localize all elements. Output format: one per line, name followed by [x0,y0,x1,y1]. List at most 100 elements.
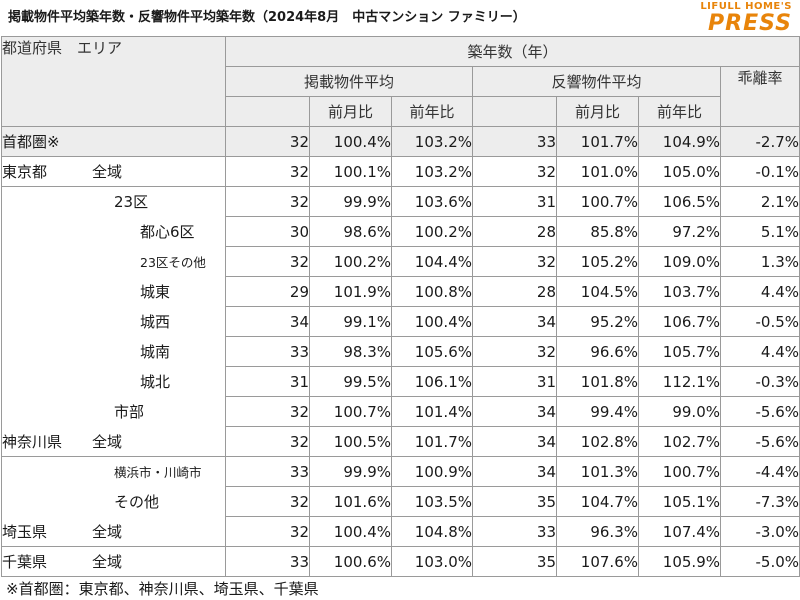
response-yoy-cell: 112.1% [638,366,721,397]
row-label: 埼玉県 全域 [1,516,226,547]
divergence-cell: -0.1% [719,156,800,187]
listing-mom-cell: 99.5% [309,366,392,397]
prefecture-label: 東京都 [2,163,48,181]
listing-age-cell: 32 [225,246,310,277]
response-yoy-cell: 104.9% [638,126,721,157]
table-row: 埼玉県 全域 32 100.4% 104.8% 33 96.3% 107.4% -3.0% [1,516,800,547]
response-mom-cell: 96.3% [556,516,639,547]
table-row: 城西 34 99.1% 100.4% 34 95.2% 106.7% -0.5% [1,306,800,337]
listing-mom-cell: 99.1% [309,306,392,337]
table-row: 23区 32 99.9% 103.6% 31 100.7% 106.5% 2.1% [1,186,800,217]
row-label: 都心6区 [1,216,226,247]
listing-mom-cell: 100.4% [309,126,392,157]
listing-yoy-cell: 104.4% [391,246,473,277]
area-label: 城東 [140,283,171,301]
logo-bottom-text: PRESS [708,11,792,36]
response-age-cell: 32 [472,246,557,277]
table-row: 東京都 全域 32 100.1% 103.2% 32 101.0% 105.0% -0.1% [1,156,800,187]
divergence-cell: -4.4% [719,456,800,487]
header-response-avg: 反響物件平均 [472,66,721,97]
response-age-cell: 34 [472,306,557,337]
response-age-cell: 33 [472,516,557,547]
response-yoy-cell: 107.4% [638,516,721,547]
response-age-cell: 31 [472,186,557,217]
response-age-cell: 34 [472,396,557,427]
table-row: 城北 31 99.5% 106.1% 31 101.8% 112.1% -0.3% [1,366,800,397]
listing-mom-cell: 98.3% [309,336,392,367]
response-yoy-cell: 106.5% [638,186,721,217]
divergence-cell: 1.3% [719,246,800,277]
area-label: その他 [114,493,160,511]
response-mom-cell: 102.8% [556,426,639,457]
listing-age-cell: 32 [225,426,310,457]
listing-yoy-cell: 103.5% [391,486,473,517]
response-yoy-cell: 100.7% [638,456,721,487]
response-mom-cell: 99.4% [556,396,639,427]
divergence-cell: -7.3% [719,486,800,517]
row-label: 23区その他 [1,246,226,277]
row-label: 城南 [1,336,226,367]
listing-mom-cell: 99.9% [309,456,392,487]
response-mom-cell: 101.8% [556,366,639,397]
listing-yoy-cell: 103.0% [391,546,473,577]
row-label: 城北 [1,366,226,397]
response-mom-cell: 100.7% [556,186,639,217]
listing-age-cell: 30 [225,216,310,247]
divergence-cell: 5.1% [719,216,800,247]
listing-yoy-cell: 105.6% [391,336,473,367]
response-age-cell: 33 [472,126,557,157]
area-label: 23区 [114,193,149,211]
listing-yoy-cell: 101.7% [391,426,473,457]
divergence-cell: 4.4% [719,276,800,307]
response-age-cell: 28 [472,276,557,307]
listing-age-cell: 31 [225,366,310,397]
listing-yoy-cell: 101.4% [391,396,473,427]
response-age-cell: 32 [472,336,557,367]
response-yoy-cell: 105.9% [638,546,721,577]
header-row-1: 都道府県 エリア 築年数（年） [1,36,800,127]
divergence-cell: -0.3% [719,366,800,397]
response-mom-cell: 105.2% [556,246,639,277]
row-label: 首都圏※ [1,126,226,157]
listing-yoy-cell: 103.2% [391,156,473,187]
prefecture-label: 首都圏※ [2,133,60,151]
row-label: 城西 [1,306,226,337]
response-age-cell: 28 [472,216,557,247]
area-label: 23区その他 [140,255,206,270]
header-response-mom: 前月比 [556,96,639,127]
header-response-yoy: 前年比 [638,96,721,127]
divergence-cell: -5.6% [719,426,800,457]
row-label: 23区 [1,186,226,217]
response-mom-cell: 85.8% [556,216,639,247]
listing-yoy-cell: 100.4% [391,306,473,337]
area-label: 市部 [114,403,145,421]
listing-mom-cell: 100.6% [309,546,392,577]
header-divergence: 乖離率 [719,66,800,127]
listing-mom-cell: 100.2% [309,246,392,277]
listing-yoy-cell: 100.2% [391,216,473,247]
listing-mom-cell: 100.1% [309,156,392,187]
header-age: 築年数（年） [224,36,800,67]
header-row-3: 前月比 前年比 前月比 前年比 [2,96,800,127]
listing-mom-cell: 100.5% [309,426,392,457]
row-label: 神奈川県 全域 [1,426,226,457]
area-label: 城北 [140,373,171,391]
area-label: 横浜市・川崎市 [114,465,202,480]
table-row: 城南 33 98.3% 105.6% 32 96.6% 105.7% 4.4% [1,336,800,367]
area-label: 城西 [140,313,171,331]
response-yoy-cell: 102.7% [638,426,721,457]
footnote: ※首都圏：東京都、神奈川県、埼玉県、千葉県 [6,580,319,598]
response-age-cell: 32 [472,156,557,187]
listing-age-cell: 33 [225,456,310,487]
row-label: 横浜市・川崎市 [1,456,226,487]
header-blank [472,96,557,127]
response-age-cell: 34 [472,456,557,487]
table-row: その他 32 101.6% 103.5% 35 104.7% 105.1% -7.3% [1,486,800,517]
table-row: 城東 29 101.9% 100.8% 28 104.5% 103.7% 4.4% [1,276,800,307]
listing-age-cell: 32 [225,396,310,427]
listing-age-cell: 32 [225,516,310,547]
divergence-cell: 4.4% [719,336,800,367]
table-row: 神奈川県 全域 32 100.5% 101.7% 34 102.8% 102.7% -5.6% [1,426,800,457]
table-row: 横浜市・川崎市 33 99.9% 100.9% 34 101.3% 100.7% -4.4% [1,456,800,487]
listing-age-cell: 32 [225,126,310,157]
